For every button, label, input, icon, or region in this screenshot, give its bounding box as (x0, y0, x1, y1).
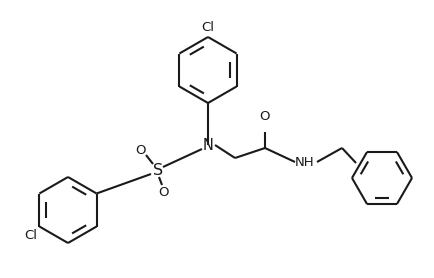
Text: O: O (158, 185, 168, 198)
Text: NH: NH (295, 155, 315, 168)
Text: Cl: Cl (201, 21, 214, 34)
Text: O: O (260, 110, 270, 123)
Text: Cl: Cl (24, 229, 37, 242)
Text: N: N (203, 138, 214, 153)
Text: O: O (135, 143, 145, 157)
Text: S: S (153, 163, 163, 177)
